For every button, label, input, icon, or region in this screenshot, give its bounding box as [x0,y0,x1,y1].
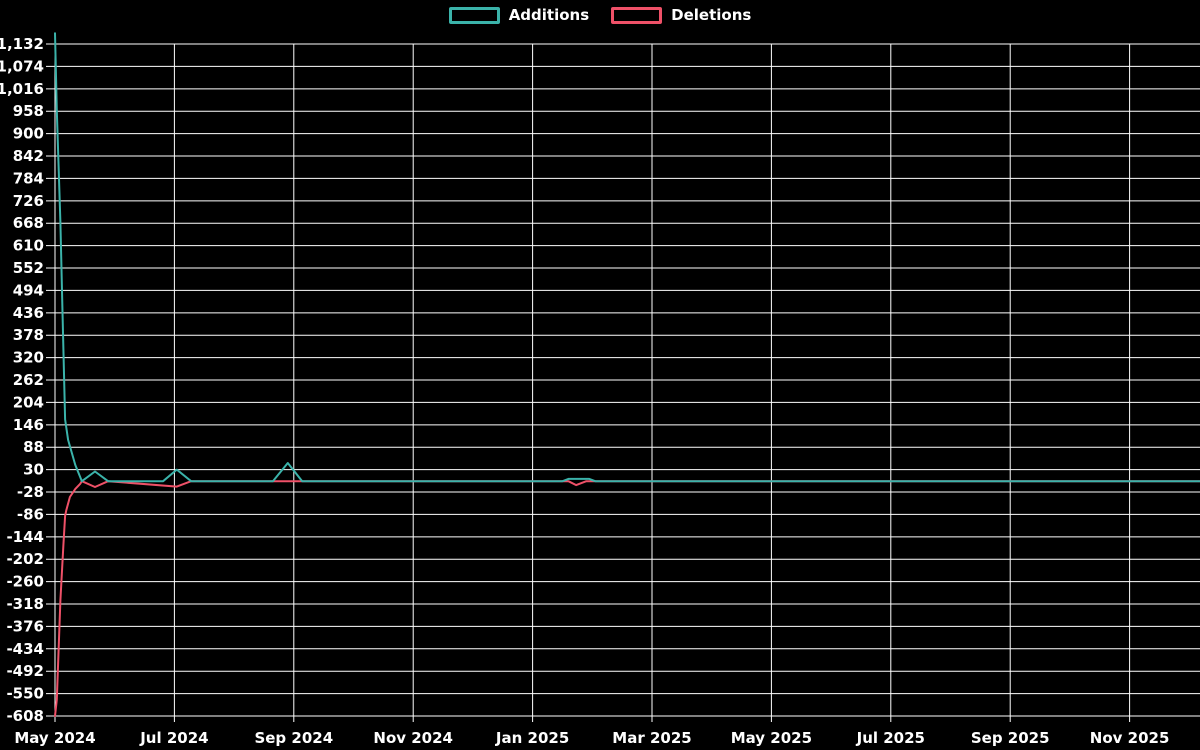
y-tick-label: 494 [13,281,44,299]
x-tick-label: May 2025 [731,729,812,747]
x-tick-label: Mar 2025 [612,729,691,747]
y-tick-label: -28 [17,483,44,501]
y-tick-label: 610 [13,237,44,255]
deletions-line [54,480,1200,717]
x-tick-label: Nov 2024 [373,729,453,747]
x-axis-labels: May 2024 Jul 2024 Sep 2024 Nov 2024 Jan 2025… [14,729,1169,747]
legend-label-deletions: Deletions [671,6,752,24]
y-tick-label: 784 [13,169,44,187]
y-tick-label: 378 [13,326,44,344]
y-tick-label: 204 [13,393,44,411]
deletions-swatch-icon [611,7,663,24]
horizontal-gridlines [46,43,1200,717]
y-tick-label: -434 [6,640,44,658]
y-tick-label: 146 [13,416,44,434]
y-tick-label: 726 [13,192,44,210]
x-tick-label: Nov 2025 [1090,729,1170,747]
y-tick-label: -550 [6,685,44,703]
y-tick-label: 668 [13,214,44,232]
x-tick-label: Jul 2025 [856,729,925,747]
y-tick-label: 262 [13,371,44,389]
chart-legend: Additions Deletions [0,7,1200,24]
legend-label-additions: Additions [508,6,590,24]
vertical-gridlines [54,44,1131,722]
additions-swatch-icon [448,7,500,24]
y-tick-label: 1,016 [0,80,44,98]
y-tick-label: -260 [6,573,44,591]
y-tick-label: -202 [6,550,44,568]
y-tick-label: -86 [17,505,44,523]
x-tick-label: May 2024 [14,729,95,747]
y-tick-label: -608 [6,707,44,725]
x-tick-label: Sep 2024 [254,729,333,747]
x-tick-label: Sep 2025 [971,729,1050,747]
y-tick-label: 1,132 [0,35,44,53]
y-tick-label: 842 [13,147,44,165]
legend-item-deletions[interactable]: Deletions [611,7,751,24]
y-tick-label: -492 [6,662,44,680]
y-tick-label: 900 [13,125,44,143]
y-tick-label: 552 [13,259,44,277]
y-tick-label: -318 [6,595,44,613]
y-tick-label: 30 [23,461,44,479]
additions-line [54,32,1200,483]
y-tick-label: 1,074 [0,57,44,75]
x-tick-label: Jan 2025 [495,729,569,747]
x-tick-label: Jul 2024 [139,729,208,747]
legend-item-additions[interactable]: Additions [448,6,590,24]
y-tick-label: 436 [13,304,44,322]
y-axis-labels: 1,132 1,074 1,016 958 900 842 784 726 668 610 552 4… [0,35,44,725]
y-tick-label: -144 [6,528,44,546]
y-tick-label: 958 [13,102,44,120]
y-tick-label: 320 [13,349,44,367]
y-tick-label: 88 [23,438,44,456]
y-tick-label: -376 [6,617,44,635]
